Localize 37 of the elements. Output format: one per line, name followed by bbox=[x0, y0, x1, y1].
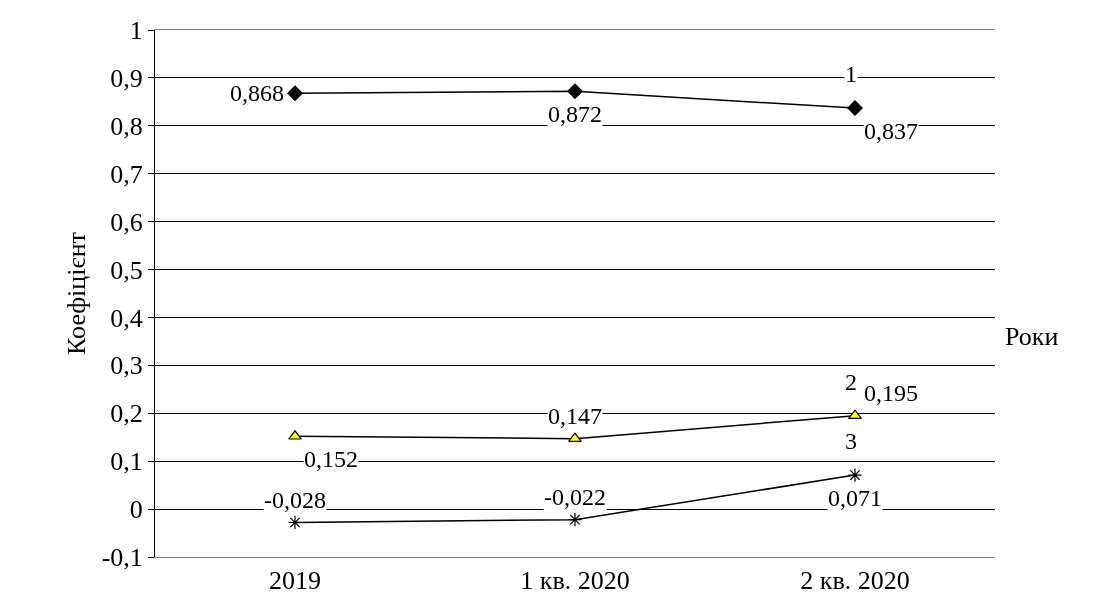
data-label: -0,028 bbox=[264, 487, 326, 513]
y-tick-label: 0,1 bbox=[110, 447, 143, 477]
point bbox=[847, 467, 863, 483]
x-tick-label: 2 кв. 2020 bbox=[800, 566, 910, 596]
y-tick-label: 0,6 bbox=[110, 207, 143, 237]
y-tick-label: 0 bbox=[129, 495, 143, 525]
y-tick-label: 0,8 bbox=[110, 111, 143, 141]
series-label: 2 bbox=[845, 369, 857, 395]
point bbox=[847, 100, 863, 116]
data-label: 0,872 bbox=[548, 101, 602, 127]
y-tick-label: 0,4 bbox=[110, 303, 143, 333]
data-label: 0,071 bbox=[828, 485, 882, 511]
data-label: 0,195 bbox=[864, 380, 918, 406]
data-label: 0,147 bbox=[548, 403, 602, 429]
series-label: 3 bbox=[845, 428, 857, 454]
x-axis-title: Роки bbox=[1005, 322, 1059, 351]
point bbox=[567, 512, 583, 527]
data-label: 0,837 bbox=[864, 118, 918, 144]
y-tick-label: 0,9 bbox=[110, 64, 143, 94]
data-label: 0,868 bbox=[230, 80, 284, 106]
y-tick-label: 0,3 bbox=[110, 351, 143, 381]
point bbox=[568, 432, 582, 443]
point bbox=[287, 85, 303, 101]
y-tick-label: 0,2 bbox=[110, 399, 143, 429]
x-tick-label: 1 кв. 2020 bbox=[520, 566, 630, 596]
y-tick-label: -0,1 bbox=[101, 543, 143, 573]
data-label: -0,022 bbox=[544, 484, 606, 510]
y-tick-label: 1 bbox=[129, 16, 143, 46]
series-label: 1 bbox=[845, 61, 857, 87]
y-tick-label: 0,5 bbox=[110, 255, 143, 285]
point bbox=[288, 430, 302, 440]
y-tick-label: 0,7 bbox=[110, 159, 143, 189]
data-label: 0,152 bbox=[304, 446, 358, 472]
x-tick-label: 2019 bbox=[269, 566, 321, 596]
point bbox=[848, 409, 862, 420]
point bbox=[567, 83, 583, 100]
y-axis-title: Коефіцієнт bbox=[62, 232, 92, 355]
